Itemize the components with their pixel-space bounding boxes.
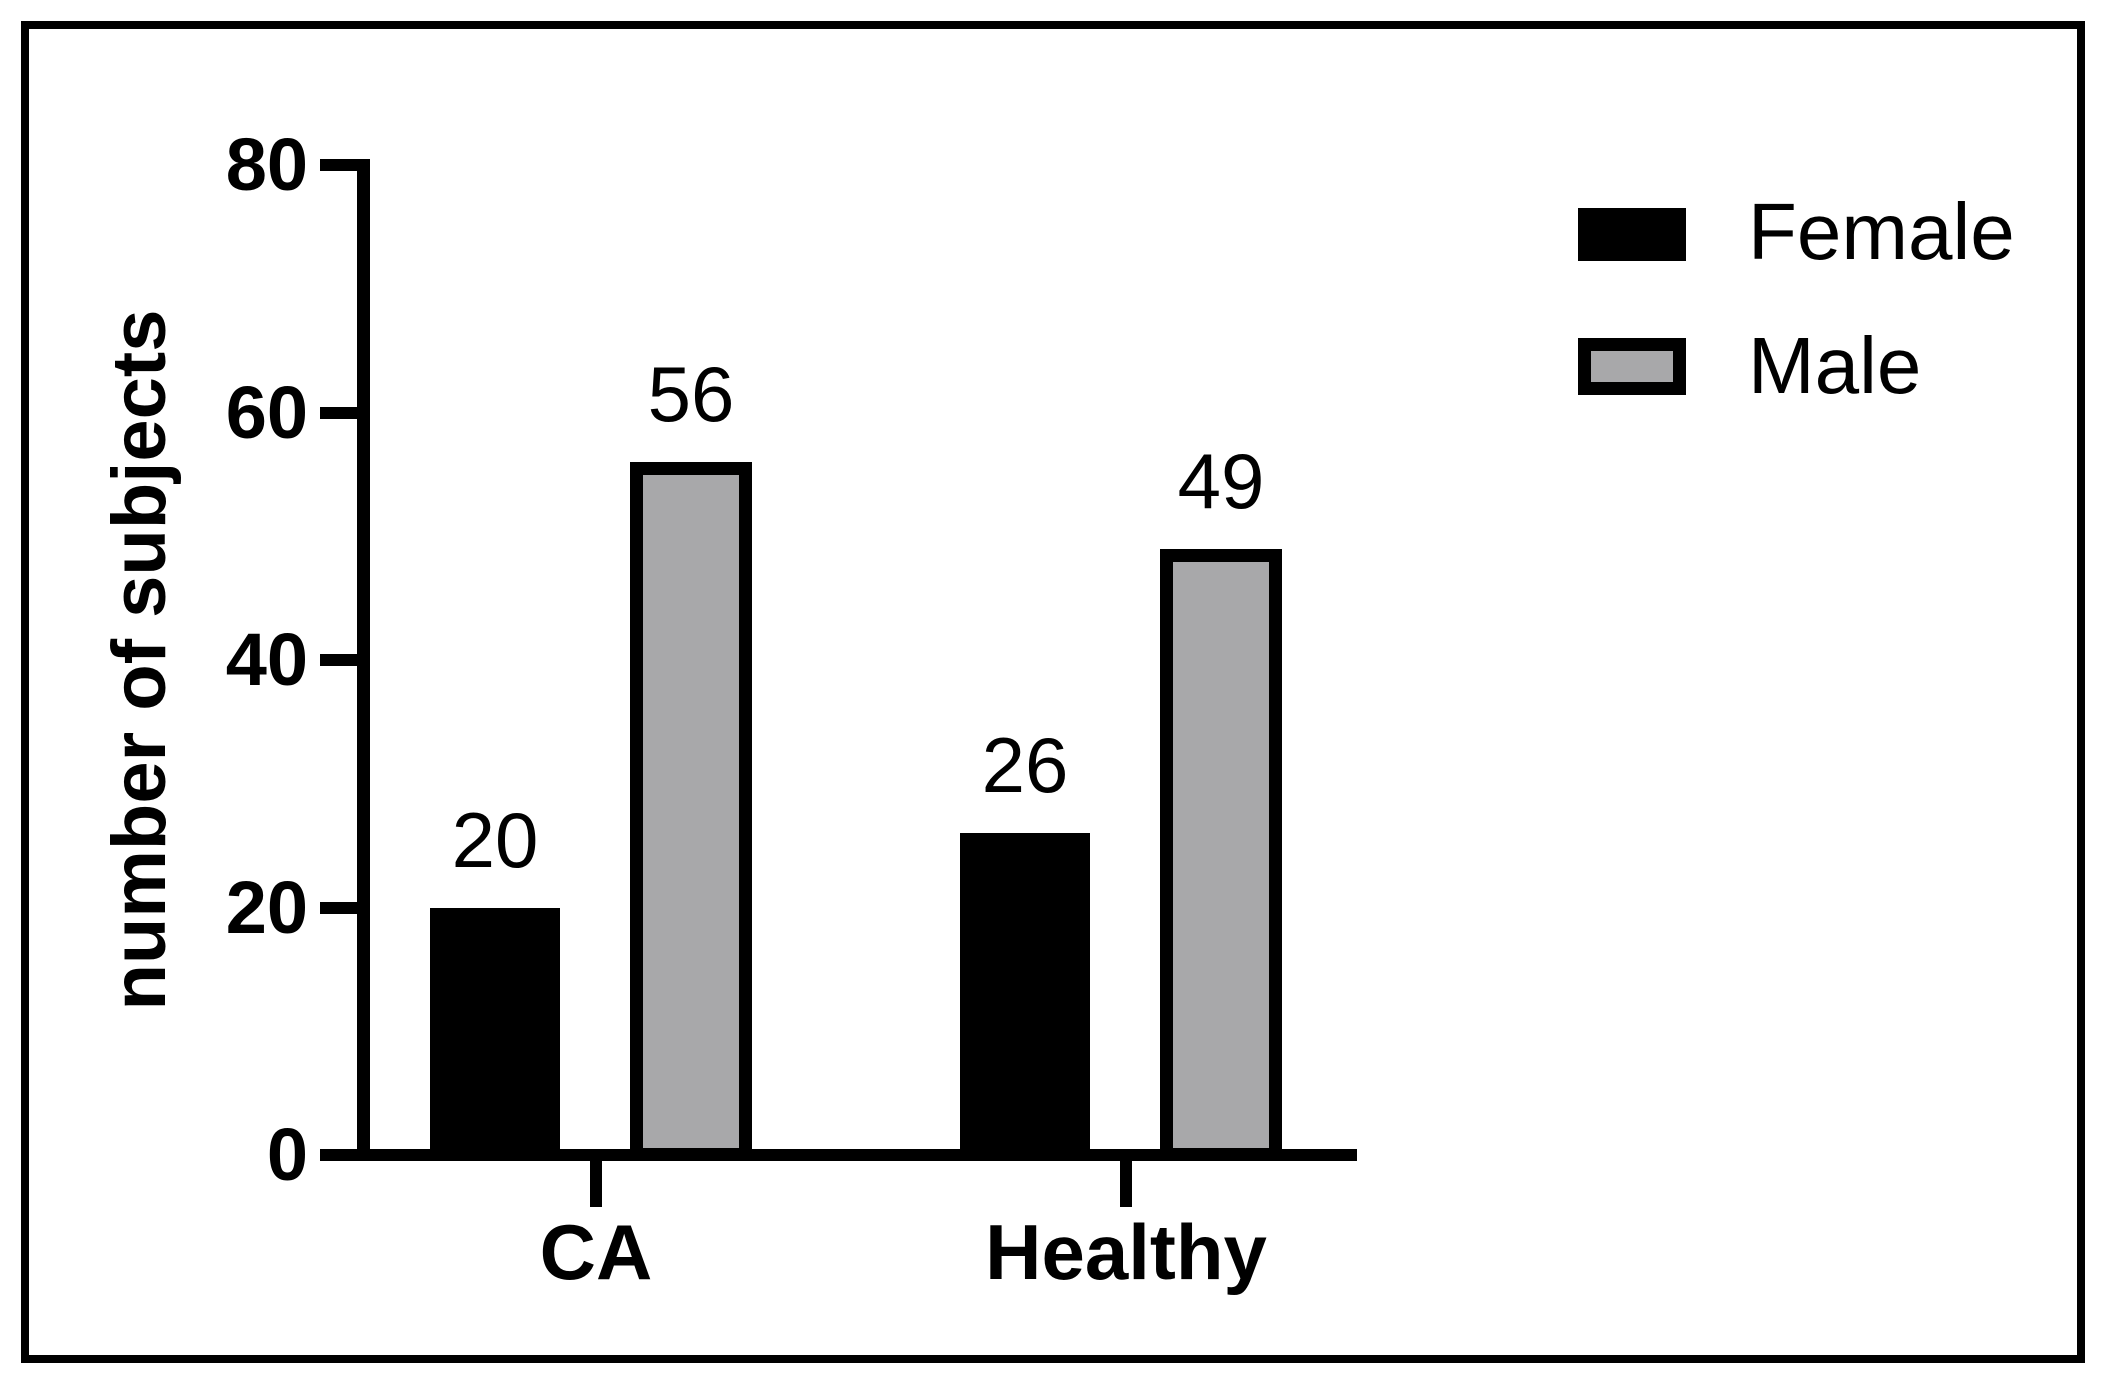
bar-healthy-male: [1160, 548, 1282, 1161]
x-axis-line: [357, 1149, 1357, 1161]
x-tick-line-ca: [590, 1161, 602, 1207]
bar-ca-female: [430, 907, 560, 1161]
y-tick-line-20: [320, 901, 368, 914]
y-tick-line-40: [320, 654, 368, 666]
figure-border: [21, 21, 2085, 1363]
x-category-label-ca: CA: [539, 1208, 653, 1296]
legend-swatch-female: [1578, 208, 1686, 261]
bar-healthy-female: [960, 833, 1090, 1161]
value-label-healthy-female: 26: [981, 721, 1069, 810]
y-tick-line-80: [320, 159, 368, 171]
legend-label-female: Female: [1748, 187, 2015, 276]
legend-swatch-male: [1578, 338, 1686, 395]
y-tick-label-80: 80: [225, 123, 308, 206]
value-label-healthy-male: 49: [1177, 436, 1265, 525]
x-category-label-healthy: Healthy: [985, 1208, 1267, 1296]
value-label-ca-male: 56: [647, 350, 735, 438]
y-tick-line-60: [320, 406, 368, 419]
legend-label-male: Male: [1748, 321, 1922, 410]
y-tick-label-40: 40: [225, 618, 308, 701]
value-label-ca-female: 20: [451, 795, 539, 884]
y-tick-line-0: [320, 1149, 368, 1161]
y-tick-label-0: 0: [266, 1113, 308, 1196]
y-tick-label-20: 20: [225, 865, 308, 949]
x-tick-line-healthy: [1120, 1161, 1132, 1207]
bar-ca-male: [630, 462, 752, 1161]
y-tick-label-60: 60: [225, 370, 308, 454]
